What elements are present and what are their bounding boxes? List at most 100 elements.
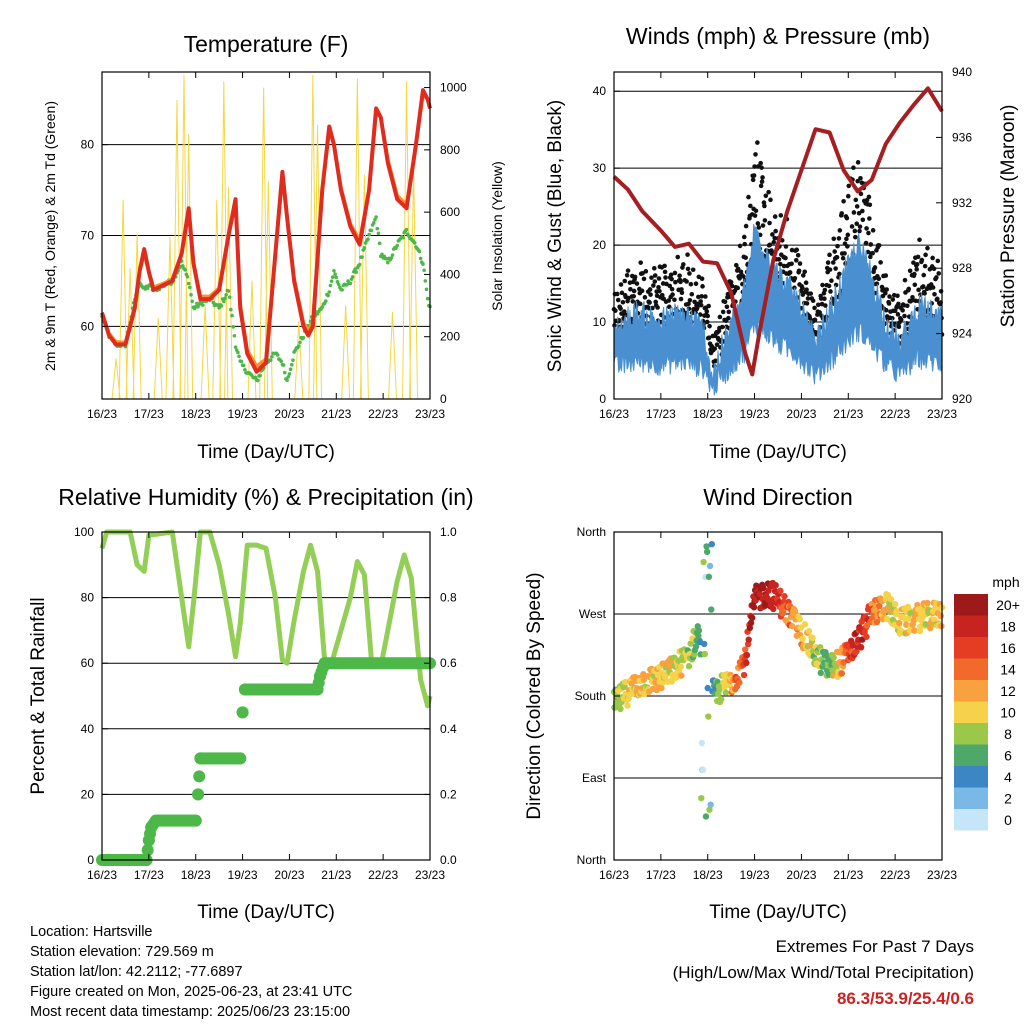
temperature-ylabel-right: Solar Insolation (Yellow) (489, 161, 505, 311)
gust-point (760, 175, 765, 180)
dewpoint-point (232, 333, 237, 338)
gust-point (801, 273, 806, 278)
gust-point (844, 236, 849, 242)
dewpoint-point (282, 370, 287, 375)
direction-point (695, 627, 703, 634)
dewpoint-point (354, 270, 359, 274)
gust-point (729, 283, 735, 289)
dewpoint-point (340, 288, 344, 292)
direction-point (905, 615, 912, 622)
direction-point (931, 616, 938, 623)
precip-point (189, 814, 202, 827)
precip-point (192, 788, 205, 801)
y-tick-label: South (575, 689, 606, 703)
gust-point (655, 305, 660, 310)
gust-point (866, 230, 871, 236)
direction-point (722, 689, 730, 696)
legend-label: 14 (1000, 662, 1016, 678)
dewpoint-point (285, 378, 289, 383)
y2-tick-label: 1000 (440, 81, 467, 95)
legend-swatch (954, 787, 988, 809)
direction-point (708, 540, 716, 548)
gust-point (684, 279, 689, 284)
dewpoint-point (333, 272, 337, 276)
direction-point (742, 646, 749, 653)
dewpoint-point (219, 304, 224, 308)
gust-point (902, 277, 908, 283)
gust-point (686, 301, 691, 307)
dewpoint-point (233, 345, 238, 349)
gust-point (662, 263, 667, 269)
y-tick-label: 10 (593, 315, 607, 329)
gust-point (825, 260, 831, 265)
y-tick-label: West (579, 607, 607, 621)
dewpoint-point (366, 237, 370, 241)
recent-text: Most recent data timestamp: 2025/06/23 2… (30, 1004, 351, 1020)
y2-tick-label: 932 (952, 196, 972, 210)
gust-point (863, 240, 869, 246)
gust-point (800, 285, 805, 291)
temperature-2m-series (100, 88, 432, 374)
gust-point (631, 288, 637, 294)
y2-tick-label: 0.6 (440, 656, 457, 670)
gust-point (846, 183, 852, 189)
dewpoint-point (190, 299, 194, 304)
gust-point (793, 258, 799, 263)
gust-point (872, 265, 878, 270)
gust-point (630, 299, 636, 304)
gust-point (854, 204, 860, 209)
gust-point (722, 299, 728, 305)
dewpoint-point (188, 285, 192, 290)
dewpoint-point (268, 358, 273, 363)
gust-point (856, 210, 862, 216)
y-tick-label: 30 (593, 161, 607, 175)
y-tick-label: North (577, 525, 606, 539)
direction-point (822, 651, 830, 658)
gust-point (741, 274, 746, 279)
gust-point (920, 284, 926, 289)
gust-point (808, 291, 814, 296)
direction-point (716, 686, 723, 694)
gust-point (794, 247, 800, 253)
gust-point (925, 245, 930, 251)
direction-point (753, 582, 760, 589)
gust-point (637, 301, 643, 307)
direction-point (668, 678, 676, 685)
gust-point (866, 194, 872, 200)
gust-point (851, 210, 857, 215)
y2-tick-label: 600 (440, 205, 460, 219)
gust-point (919, 257, 925, 263)
gust-point (687, 297, 693, 303)
x-tick-label: 18/23 (693, 407, 723, 421)
direction-point (750, 604, 758, 611)
direction-point (891, 600, 899, 608)
gust-point (770, 232, 775, 237)
direction-point (678, 672, 685, 679)
direction-point (736, 679, 743, 686)
y-tick-label: 80 (81, 138, 95, 152)
precip-point (236, 706, 249, 719)
gust-point (647, 287, 653, 292)
direction-ylabel-left: Direction (Colored By Speed) (524, 572, 545, 819)
gust-point (755, 140, 760, 145)
direction-point (857, 644, 865, 651)
dewpoint-point (425, 296, 430, 301)
gust-point (748, 203, 753, 209)
dewpoint-point (395, 243, 400, 248)
gust-point (732, 288, 738, 294)
dewpoint-point (223, 296, 227, 301)
direction-point (772, 581, 779, 589)
direction-point (770, 605, 777, 613)
gust-point (717, 314, 723, 320)
gust-point (677, 273, 682, 279)
dewpoint-point (226, 289, 231, 293)
y2-tick-label: 940 (952, 65, 972, 79)
gust-point (632, 274, 638, 280)
gust-point (805, 296, 811, 301)
gust-point (672, 270, 678, 276)
x-tick-label: 19/23 (228, 407, 258, 421)
gust-point (833, 266, 838, 271)
gust-point (728, 279, 734, 285)
gust-point (787, 270, 793, 275)
x-tick-label: 20/23 (786, 868, 816, 882)
